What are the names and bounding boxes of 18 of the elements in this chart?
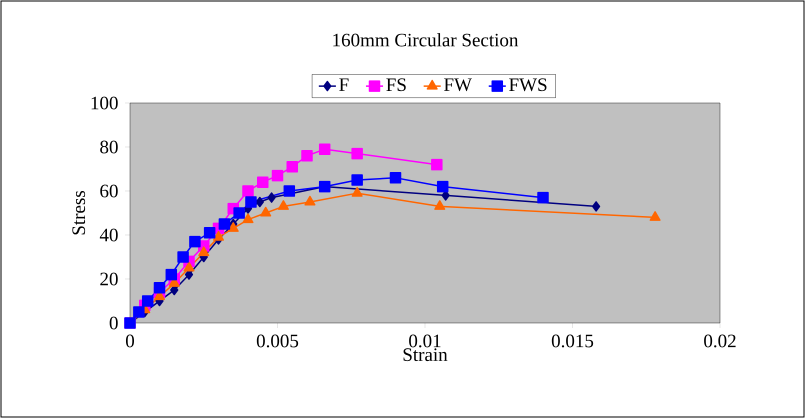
y-tick-label: 20: [100, 272, 118, 286]
y-tick-label: 80: [100, 140, 118, 154]
x-tick-label: 0.01: [409, 334, 440, 348]
y-axis-title: Stress: [72, 190, 86, 234]
x-axis-title: Strain: [404, 348, 448, 362]
x-tick-label: 0.02: [704, 334, 736, 348]
legend-label: FW: [444, 78, 472, 92]
y-tick-label: 0: [110, 316, 118, 330]
legend-label: F: [339, 78, 349, 91]
x-tick-label: 0.015: [552, 334, 594, 348]
x-tick-label: 0.005: [256, 334, 298, 348]
legend-label: FS: [386, 78, 406, 92]
y-tick-label: 40: [100, 228, 118, 242]
y-tick-label: 100: [92, 96, 118, 110]
chart-title: 160mm Circular Section: [333, 33, 518, 46]
legend-label: FWS: [509, 78, 546, 92]
x-tick-label: 0: [126, 334, 134, 348]
y-tick-label: 60: [100, 184, 118, 198]
